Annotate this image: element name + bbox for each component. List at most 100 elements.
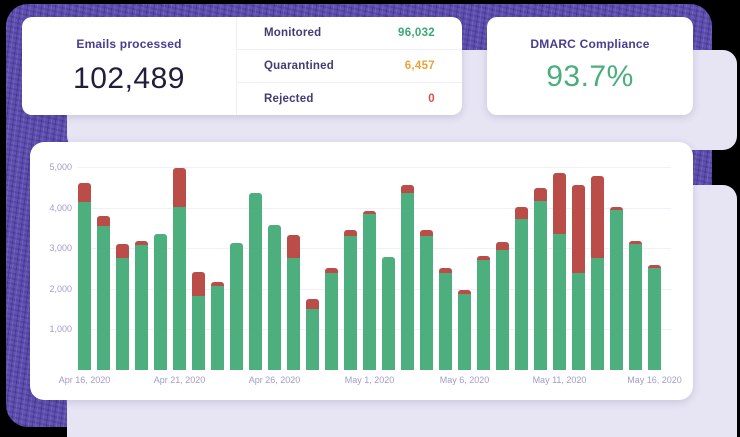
stacked-bar[interactable] [401,184,414,370]
bar-segment-red [135,240,148,245]
stacked-bar[interactable] [192,272,205,370]
bar-segment-red [325,268,338,273]
rejected-value: 0 [428,93,435,105]
stacked-bar[interactable] [572,185,585,370]
stat-row-quarantined: Quarantined 6,457 [237,50,462,83]
stacked-bar[interactable] [648,265,661,370]
stacked-bar[interactable] [78,183,91,370]
bar-segment-red [116,244,129,259]
stacked-bar[interactable] [458,290,471,370]
dmarc-compliance-card: DMARC Compliance 93.7% [487,17,693,115]
stacked-bar[interactable] [553,173,566,370]
stacked-bar[interactable] [629,241,642,370]
bar-segment-green [116,258,129,370]
stacked-bar[interactable] [420,230,433,370]
stacked-bar[interactable] [477,256,490,370]
stat-row-rejected: Rejected 0 [237,83,462,115]
bar-segment-green [287,257,300,370]
stacked-bar[interactable] [135,240,148,370]
emails-processed-value: 102,489 [73,62,185,95]
bar-segment-green [363,214,376,370]
monitored-label: Monitored [264,27,322,39]
monitored-value: 96,032 [398,27,435,39]
stacked-bar[interactable] [363,210,376,370]
bar-segment-green [629,243,642,370]
stacked-bar[interactable] [306,298,319,370]
stacked-bar[interactable] [496,241,509,370]
bar-segment-green [458,294,471,370]
stacked-bar[interactable] [610,207,623,370]
quarantined-label: Quarantined [264,60,334,72]
emails-processed-title: Emails processed [76,37,182,51]
bar-segment-red [534,187,547,202]
x-axis-tick-label: May 16, 2020 [627,375,682,385]
dmarc-compliance-value: 93.7% [546,60,634,93]
bar-segment-green [382,257,395,370]
bar-segment-red [401,184,414,193]
bar-segment-green [496,250,509,370]
y-axis-tick-label: 5,000 [49,162,72,172]
stacked-bar[interactable] [287,235,300,370]
stacked-bar[interactable] [382,257,395,370]
bar-segment-green [173,206,186,370]
x-axis-tick-label: Apr 26, 2020 [248,375,301,385]
bar-segment-green [591,257,604,370]
stacked-bar[interactable] [515,207,528,370]
stacked-bar[interactable] [591,175,604,370]
bar-segment-green [211,285,224,370]
bar-segment-green [97,225,110,370]
bar-segment-red [287,235,300,258]
bar-segment-green [78,201,91,370]
gridline [78,207,671,209]
bar-segment-green [268,225,281,370]
bar-segment-red [591,175,604,258]
quarantined-value: 6,457 [404,60,435,72]
emails-processed-card: Emails processed 102,489 [22,17,237,115]
stats-card: Monitored 96,032 Quarantined 6,457 Rejec… [237,17,462,115]
stacked-bar[interactable] [211,281,224,370]
bar-segment-red [344,230,357,236]
dmarc-compliance-title: DMARC Compliance [530,37,650,51]
stacked-bar[interactable] [230,243,243,370]
bar-segment-red [610,207,623,211]
stacked-bar[interactable] [268,225,281,370]
x-axis-tick-label: May 1, 2020 [344,375,395,385]
y-axis-tick-label: 3,000 [49,243,72,254]
bar-segment-red [306,298,319,310]
stacked-bar[interactable] [439,268,452,370]
bar-segment-green [572,272,585,370]
rejected-label: Rejected [264,93,314,105]
y-axis-tick-label: 1,000 [49,324,72,335]
bar-segment-green [154,234,167,370]
summary-cards: Emails processed 102,489 Monitored 96,03… [22,17,462,115]
bar-segment-green [249,193,262,370]
bar-segment-red [211,281,224,286]
bar-segment-red [78,183,91,202]
stacked-bar[interactable] [249,193,262,370]
bar-segment-red [192,272,205,296]
bar-segment-green [534,201,547,370]
bar-segment-red [629,241,642,244]
stacked-bar[interactable] [97,215,110,370]
stacked-bar[interactable] [325,268,338,370]
bar-segment-green [553,234,566,370]
stacked-bar[interactable] [344,230,357,370]
y-axis-tick-label: 2,000 [49,283,72,294]
bar-segment-red [496,241,509,251]
bar-segment-green [401,192,414,370]
bar-segment-green [230,243,243,370]
chart-plot: 1,000 2,000 3,000 4,000 5,000 Apr 16, 2020 Apr… [30,142,693,400]
chart-card: 1,000 2,000 3,000 4,000 5,000 Apr 16, 2020 Apr… [30,142,693,400]
bar-segment-green [515,218,528,370]
stacked-bar[interactable] [173,168,186,370]
stacked-bar[interactable] [116,244,129,370]
x-axis-tick-label: Apr 21, 2020 [153,375,206,385]
bar-segment-red [458,290,471,295]
bar-segment-green [439,272,452,370]
bar-segment-green [192,295,205,370]
stacked-bar[interactable] [154,234,167,370]
bar-segment-red [173,168,186,207]
bar-segment-green [648,267,661,370]
bar-segment-green [135,244,148,370]
stacked-bar[interactable] [534,187,547,370]
